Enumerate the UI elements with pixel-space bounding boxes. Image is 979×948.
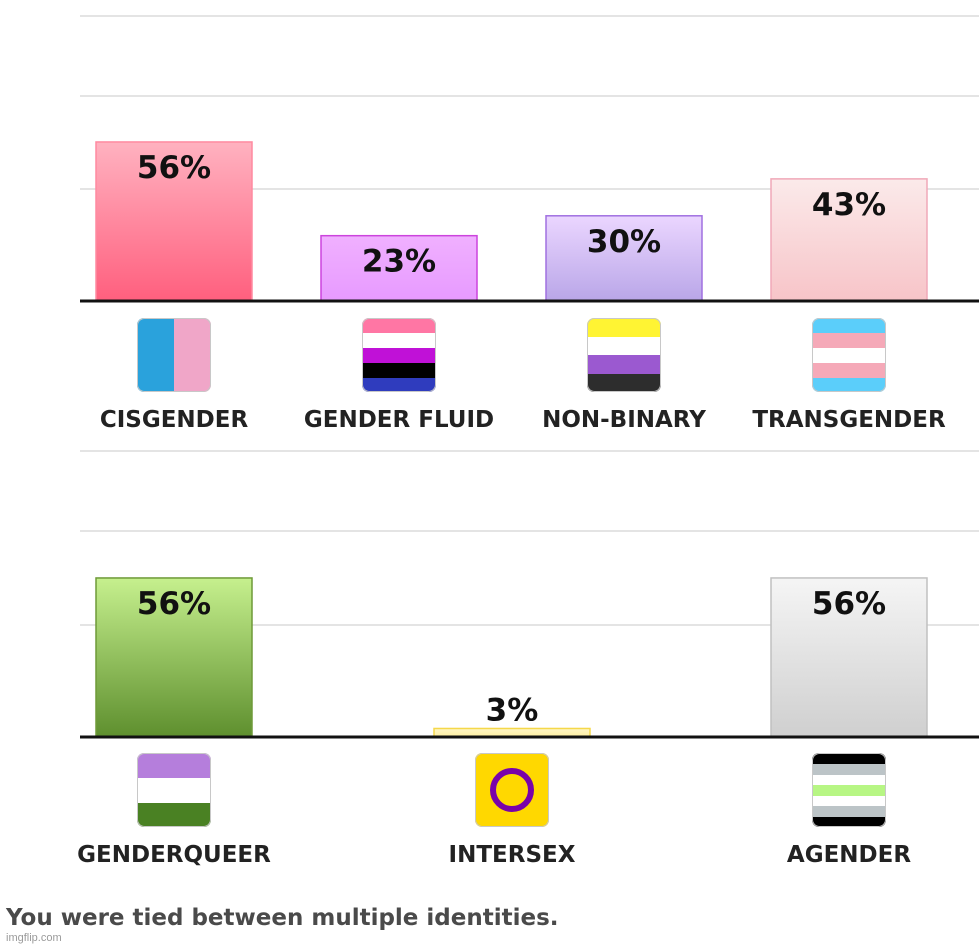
category-label: GENDERQUEER: [77, 842, 271, 868]
category-label: AGENDER: [787, 842, 911, 868]
bar-value-label: 43%: [812, 187, 886, 223]
category-label: CISGENDER: [100, 407, 249, 433]
bar-cisgender: [95, 141, 253, 302]
category-label: NON-BINARY: [542, 407, 706, 433]
bar-non-binary: [545, 215, 703, 302]
chart-1-categories: CISGENDER GENDER FLUID NON-BINARY TRANSG…: [100, 407, 946, 433]
bar-gender-fluid: [320, 234, 478, 302]
genderfluid-flag-icon: [362, 318, 436, 392]
agender-flag-icon: [812, 753, 886, 827]
nonbinary-flag-icon: [587, 318, 661, 392]
result-caption: You were tied between multiple identitie…: [6, 905, 559, 931]
chart-2-bars: 56% 3% 56%: [95, 577, 928, 738]
bar-transgender: [770, 178, 928, 302]
bar-value-label: 56%: [812, 586, 886, 622]
bar-value-label: 30%: [587, 224, 661, 260]
transgender-flag-icon: [812, 318, 886, 392]
category-label: TRANSGENDER: [752, 407, 946, 433]
genderqueer-flag-icon: [137, 753, 211, 827]
category-label: GENDER FLUID: [304, 407, 494, 433]
bar-value-label: 56%: [137, 150, 211, 186]
bar-agender: [770, 577, 928, 738]
bar-value-label: 56%: [137, 586, 211, 622]
bar-genderqueer: [95, 577, 253, 738]
chart-2-categories: GENDERQUEER INTERSEX AGENDER: [77, 842, 911, 868]
cisgender-flag-icon: [137, 318, 211, 392]
bar-value-label: 23%: [362, 244, 436, 280]
bar-value-label: 3%: [486, 692, 539, 728]
intersex-flag-icon: [475, 753, 549, 827]
imgflip-watermark: imgflip.com: [6, 932, 62, 944]
category-label: INTERSEX: [449, 842, 576, 868]
chart-1-bars: 56% 23% 30% 43%: [95, 141, 928, 302]
